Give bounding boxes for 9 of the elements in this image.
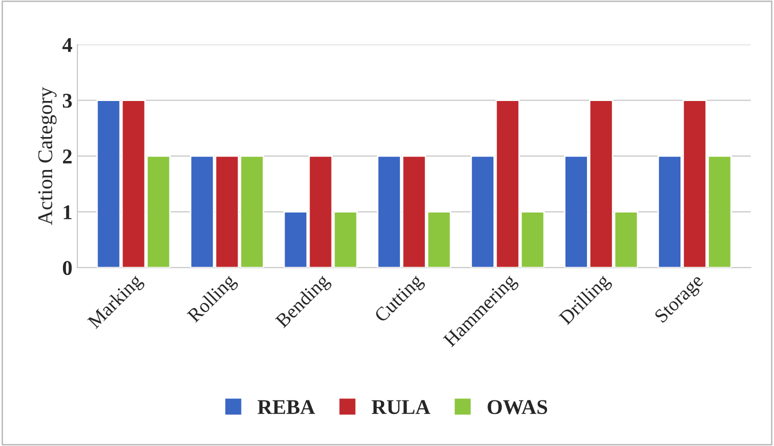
legend-label: RULA — [372, 400, 430, 414]
legend-label: OWAS — [488, 400, 548, 414]
y-tick-label: 3 — [62, 94, 72, 108]
legend-label: REBA — [258, 400, 315, 414]
y-tick-label: 1 — [64, 205, 72, 220]
y-axis-title: Action Category — [38, 87, 57, 226]
y-tick-label: 4 — [62, 38, 72, 52]
y-tick-label: 0 — [62, 260, 72, 276]
y-tick-label: 2 — [63, 150, 72, 164]
